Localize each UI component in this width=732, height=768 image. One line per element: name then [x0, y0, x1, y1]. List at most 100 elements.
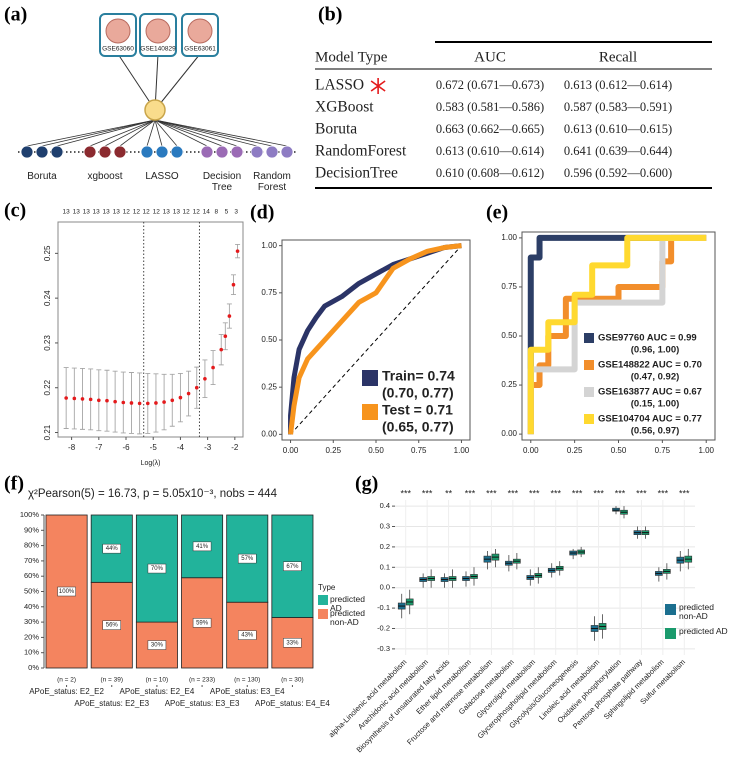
legend-ci: (0.56, 0.97) — [631, 426, 680, 437]
legend-label: Train= 0.74 — [382, 368, 455, 384]
y-tick-label: 80% — [24, 541, 39, 550]
x-tick-label: 0.75 — [411, 446, 427, 455]
connector — [41, 119, 156, 147]
panel-label: (b) — [318, 4, 342, 26]
data-point — [227, 314, 232, 318]
label-box — [238, 553, 257, 564]
connector — [104, 119, 156, 147]
legend-ci: (0.70, 0.77) — [382, 385, 454, 401]
x-tick-label: 0.50 — [368, 446, 384, 455]
data-point — [170, 398, 175, 403]
y-tick-label: 0.3 — [380, 521, 390, 530]
x-tick-label: APoE_status: E2_E4 — [120, 687, 195, 696]
y-tick-label: -0.3 — [377, 644, 390, 653]
table-cell: 0.672 (0.671—0.673) — [436, 78, 544, 92]
data-point — [137, 401, 142, 406]
data-point — [219, 347, 224, 352]
chart-title: χ²Pearson(5) = 16.73, p = 5.05x10⁻³, nob… — [28, 488, 278, 500]
method-label: LASSO — [145, 171, 179, 182]
bar-value-label: 56% — [106, 623, 119, 629]
legend-swatch — [584, 333, 594, 343]
dataset-label: GSE63061 — [184, 46, 216, 53]
data-point — [186, 391, 191, 396]
model-node — [50, 145, 64, 159]
significance-label: ** — [445, 488, 453, 498]
x-tick-label: 0.50 — [611, 446, 627, 455]
table-header: AUC — [474, 49, 506, 65]
data-point — [80, 397, 85, 401]
x-tick-label: -7 — [95, 443, 103, 452]
y-tick-label: 70% — [24, 556, 39, 565]
significance-label: *** — [550, 488, 561, 498]
legend-label: Test = 0.71 — [382, 402, 453, 418]
n-label: (n = 10) — [146, 677, 169, 684]
n-label: (n = 233) — [189, 677, 215, 684]
box-body — [612, 507, 620, 512]
dataset-label: GSE140829 — [140, 46, 176, 53]
model-node — [155, 145, 169, 159]
method-label: Random Forest — [253, 171, 291, 193]
y-tick-label: 0.4 — [380, 501, 390, 510]
roc-curve — [527, 234, 707, 435]
y-tick-label: 10% — [24, 648, 39, 657]
y-tick-label: 0.2 — [380, 542, 390, 551]
data-point — [162, 400, 166, 404]
hub-node — [144, 99, 166, 121]
x-tick-label: 0.00 — [523, 446, 539, 455]
bar-value-label: 57% — [241, 556, 254, 562]
model-node — [280, 145, 294, 159]
connector — [154, 53, 201, 111]
connector — [89, 119, 156, 147]
top-tick-label: 5 — [225, 209, 229, 216]
bar-value-label: 41% — [196, 544, 209, 550]
dataset-label: GSE63060 — [102, 46, 134, 53]
legend-swatch — [362, 404, 378, 420]
significance-label: *** — [465, 488, 476, 498]
top-tick-label: 13 — [103, 209, 111, 216]
data-point — [194, 385, 199, 390]
x-tick-label: 1.00 — [698, 446, 714, 455]
model-node — [113, 145, 127, 159]
significance-label: *** — [593, 488, 604, 498]
data-point — [113, 399, 117, 404]
top-tick-label: 8 — [215, 209, 219, 216]
label-box — [192, 618, 212, 628]
y-tick-label: 0% — [28, 663, 39, 672]
model-node — [170, 145, 184, 159]
legend-label: GSE104704 AUC = 0.77 — [598, 414, 702, 425]
model-node — [35, 145, 49, 159]
top-tick-label: 12 — [133, 209, 141, 216]
model-node — [140, 145, 154, 159]
significance-label: *** — [508, 488, 519, 498]
y-tick-label: 0.25 — [501, 380, 517, 389]
data-point — [105, 398, 109, 403]
y-tick-label: 100% — [20, 510, 40, 519]
y-tick-label: 0.21 — [43, 424, 52, 440]
significance-label: *** — [422, 488, 433, 498]
y-tick-label: 0.75 — [501, 282, 517, 291]
bar-value-label: 30% — [151, 643, 164, 649]
legend-label: predicted AD — [679, 626, 728, 636]
y-tick-label: 0.50 — [261, 335, 277, 344]
connector — [154, 119, 273, 147]
bar-segment — [45, 514, 88, 669]
model-node — [98, 145, 112, 159]
top-tick-label: 13 — [83, 209, 91, 216]
table-cell: 0.613 (0.610—0.614) — [436, 144, 544, 158]
panel-label: (e) — [486, 202, 508, 224]
connector — [154, 119, 258, 147]
legend-label: predicted non-AD — [679, 602, 714, 621]
y-tick-label: 60% — [24, 571, 39, 580]
connector — [117, 53, 156, 111]
model-name: RandomForest — [315, 143, 407, 160]
legend-swatch — [584, 414, 594, 424]
y-tick-label: 0.00 — [501, 429, 517, 438]
x-tick-label: -6 — [122, 443, 130, 452]
significance-label: *** — [636, 488, 647, 498]
n-label: (n = 30) — [281, 677, 304, 684]
legend-label: predicted AD — [330, 594, 365, 613]
method-label: Boruta — [27, 171, 57, 182]
model-name: DecisionTree — [315, 165, 398, 182]
panel-label: (d) — [250, 202, 274, 224]
